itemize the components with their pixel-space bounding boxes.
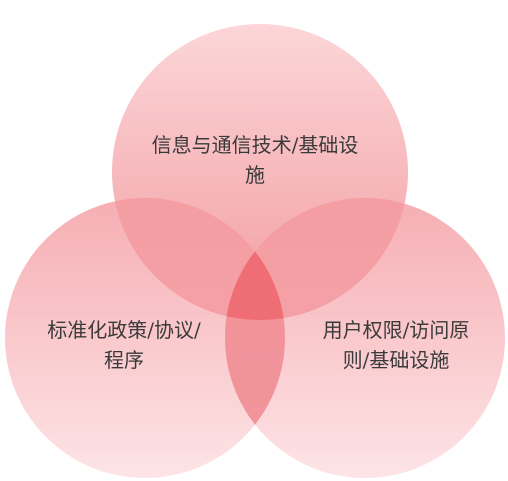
overlap-top-left <box>112 198 285 320</box>
label-top-circle: 信息与通信技术/基础设施 <box>151 133 359 187</box>
label-right-circle: 用户权限/访问原则/基础设施 <box>322 318 470 372</box>
overlap-top-right <box>225 198 408 320</box>
label-left-circle: 标准化政策/协议/程序 <box>47 318 201 372</box>
